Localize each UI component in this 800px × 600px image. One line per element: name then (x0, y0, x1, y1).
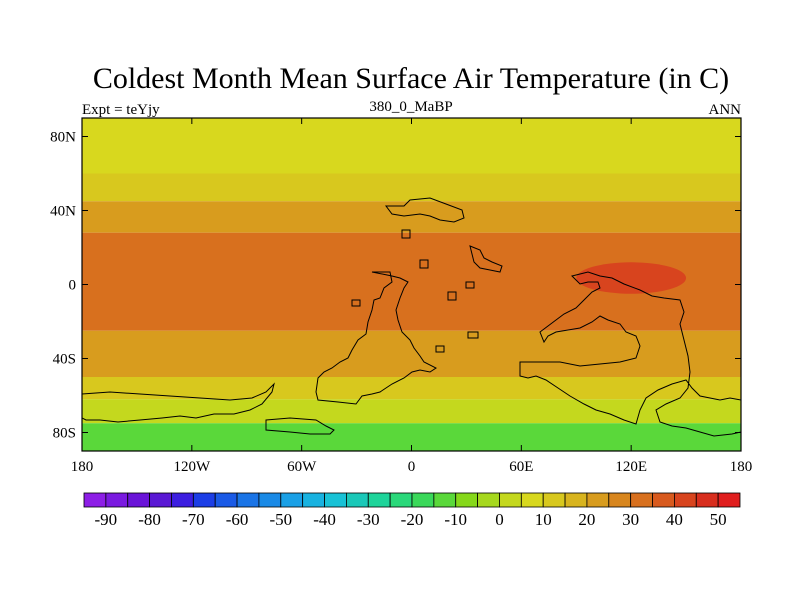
continent-outline-east (519, 271, 741, 437)
colorbar-label: 30 (622, 510, 639, 529)
temperature-band-1 (82, 173, 741, 202)
y-tick-label: 80N (50, 130, 76, 146)
colorbar-swatch (280, 492, 304, 508)
temperature-band-4 (82, 330, 741, 377)
colorbar-swatch (105, 492, 129, 508)
colorbar-swatch (411, 492, 435, 508)
colorbar-label: 0 (495, 510, 504, 529)
colorbar-label: -10 (444, 510, 467, 529)
x-tick-label: 0 (408, 459, 416, 475)
colorbar-swatch (564, 492, 588, 508)
coastline-outlines (82, 197, 741, 437)
temperature-band-0 (82, 118, 741, 174)
colorbar-swatch (127, 492, 150, 508)
colorbar-label: -20 (401, 510, 424, 529)
y-tick-label: 40S (53, 352, 76, 368)
colorbar-swatch (652, 492, 675, 508)
island-outline-mid (469, 245, 503, 273)
x-tick-label: 60W (287, 459, 317, 475)
colorbar-label: -40 (313, 510, 336, 529)
colorbar-swatch (258, 492, 282, 508)
colorbar-swatch (477, 492, 500, 508)
continent-outline-south-2 (265, 417, 335, 435)
colorbar-swatch (433, 492, 457, 508)
temperature-band-5 (82, 377, 741, 400)
season-label: ANN (709, 102, 742, 118)
colorbar-label: -50 (269, 510, 292, 529)
colorbar-swatch (302, 492, 325, 508)
colorbar-label: -30 (357, 510, 380, 529)
colorbar-label: 40 (666, 510, 683, 529)
x-tick-label: 120E (615, 459, 647, 475)
island-outline-small-2 (419, 259, 429, 269)
colorbar-swatch (149, 492, 172, 508)
x-tick-label: 180 (730, 459, 753, 475)
plot-area (82, 118, 741, 451)
temperature-band-6 (82, 399, 741, 424)
island-outline-small-1 (401, 229, 411, 239)
colorbar-swatch (630, 492, 653, 508)
colorbar-swatch (367, 492, 391, 508)
x-tick-label: 60E (509, 459, 533, 475)
colorbar-swatch (608, 492, 632, 508)
colorbar-swatch (389, 492, 413, 508)
colorbar-label: 20 (578, 510, 595, 529)
axes: 180 120W 60W 0 60E 120E 180 80N 40N 0 40S 80S (50, 118, 752, 475)
colorbar-swatch (695, 492, 719, 508)
island-outline-small-6 (447, 291, 457, 301)
colorbar-swatch (717, 492, 741, 508)
y-tick-label: 40N (50, 204, 76, 220)
colorbar-swatch (171, 492, 194, 508)
temperature-field (82, 118, 741, 451)
y-tick-label: 0 (69, 278, 77, 294)
island-outline-small-3 (351, 299, 361, 307)
y-tick-label: 80S (53, 426, 76, 442)
x-tick-label: 180 (71, 459, 94, 475)
colorbar-swatch (192, 492, 216, 508)
colorbar-swatch (586, 492, 610, 508)
colorbar-swatch (345, 492, 369, 508)
colorbar-label: 10 (535, 510, 552, 529)
x-tick-label: 120W (173, 459, 211, 475)
colorbar-swatch (83, 492, 107, 508)
colorbar-swatch (674, 492, 697, 508)
colorbar-swatch (214, 492, 238, 508)
colorbar-label: 50 (710, 510, 727, 529)
island-outline-north (385, 197, 465, 223)
colorbar-swatch (455, 492, 479, 508)
colorbar-swatch (542, 492, 566, 508)
colorbar-label: -80 (138, 510, 161, 529)
colorbar-label: -70 (182, 510, 205, 529)
colorbar-swatch (236, 492, 260, 508)
colorbar: -90 -80 -70 -60 -50 -40 -30 -20 -10 0 10 20 30 40 50 (83, 492, 741, 529)
temperature-band-2 (82, 201, 741, 233)
continent-outline-south (82, 382, 275, 423)
continent-outline-west (315, 271, 437, 405)
time-label: 380_0_MaBP (369, 99, 452, 115)
experiment-label: Expt = teYjy (82, 102, 160, 118)
colorbar-swatch (324, 492, 347, 508)
colorbar-swatch (520, 492, 544, 508)
colorbar-label: -90 (95, 510, 118, 529)
colorbar-swatch (499, 492, 522, 508)
colorbar-label: -60 (226, 510, 249, 529)
island-outline-small-4 (435, 345, 445, 353)
chart-title: Coldest Month Mean Surface Air Temperatu… (93, 62, 729, 95)
island-outline-small-5 (467, 331, 479, 339)
warm-core-region (576, 262, 687, 294)
island-outline-small-7 (465, 281, 475, 289)
